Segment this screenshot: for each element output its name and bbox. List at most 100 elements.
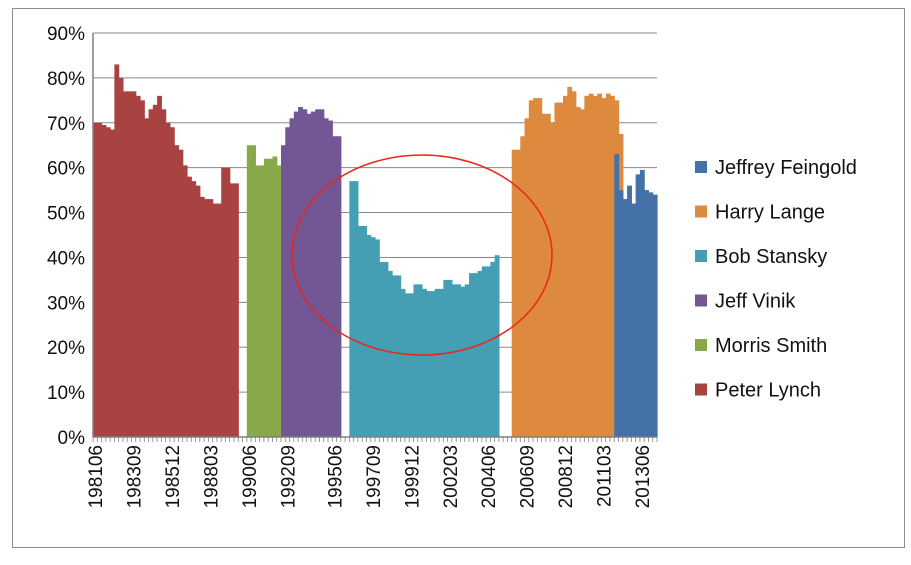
- bar: [148, 109, 154, 438]
- bar: [451, 284, 457, 437]
- bar: [221, 167, 227, 437]
- bar: [272, 156, 278, 437]
- bar: [306, 113, 312, 438]
- y-tick-label: 50%: [47, 204, 85, 225]
- bar: [622, 199, 628, 437]
- bar: [486, 266, 491, 437]
- bar: [434, 288, 440, 437]
- bar: [575, 107, 581, 438]
- bar: [644, 190, 650, 437]
- x-tick-label: 198309: [125, 445, 146, 508]
- bar: [430, 291, 436, 437]
- bar: [268, 158, 274, 437]
- bar: [520, 136, 526, 437]
- x-tick-label: 198106: [86, 445, 107, 508]
- x-tick-label: 200203: [441, 445, 462, 508]
- bar: [182, 165, 188, 437]
- bar: [558, 102, 564, 438]
- bar: [528, 100, 534, 437]
- bar: [404, 293, 410, 437]
- bar: [93, 122, 98, 438]
- bar: [439, 288, 444, 437]
- bar: [541, 113, 547, 438]
- bar: [524, 118, 530, 438]
- bar: [473, 273, 479, 437]
- bar: [187, 176, 192, 437]
- bar: [225, 167, 231, 437]
- bar: [353, 181, 359, 437]
- bar: [336, 136, 342, 437]
- bar: [469, 273, 474, 437]
- bar: [122, 91, 128, 437]
- legend-swatch: [695, 339, 707, 351]
- x-tick-label: 199709: [364, 445, 385, 508]
- bar: [263, 158, 269, 437]
- bar: [255, 165, 261, 437]
- bar: [310, 111, 316, 438]
- bar: [212, 203, 218, 437]
- bar: [251, 145, 256, 437]
- y-tick-label: 20%: [47, 338, 85, 359]
- bar: [443, 279, 449, 437]
- bar: [281, 145, 286, 437]
- bar: [191, 181, 197, 437]
- bar: [298, 107, 303, 438]
- bar: [409, 293, 415, 437]
- bar: [229, 183, 235, 437]
- bar: [383, 261, 389, 437]
- legend-label: Morris Smith: [715, 335, 827, 357]
- bar: [494, 255, 500, 437]
- bar: [447, 279, 453, 437]
- bar: [208, 199, 214, 437]
- x-tick-label: 200609: [518, 445, 539, 508]
- bar: [332, 136, 338, 437]
- bar: [375, 239, 380, 437]
- legend-swatch: [695, 294, 707, 307]
- x-tick-label: 198803: [202, 445, 223, 508]
- bar: [370, 237, 376, 437]
- bar: [580, 109, 585, 438]
- bar: [319, 109, 325, 438]
- legend-label: Jeff Vinik: [715, 291, 796, 313]
- bar: [302, 109, 308, 438]
- y-tick-label: 30%: [47, 293, 85, 314]
- bar: [152, 104, 158, 438]
- bar: [550, 122, 556, 438]
- x-tick-label: 201103: [595, 445, 616, 507]
- legend-label: Harry Lange: [715, 202, 825, 224]
- x-tick-label: 199209: [278, 445, 299, 508]
- bar: [157, 95, 162, 437]
- bar: [161, 109, 167, 438]
- x-tick-label: 199006: [240, 445, 261, 508]
- bar: [464, 284, 470, 437]
- bar: [477, 270, 483, 437]
- bar: [199, 196, 205, 437]
- bar: [323, 118, 329, 438]
- bar: [652, 194, 658, 437]
- bar: [234, 183, 239, 437]
- bar: [366, 235, 372, 437]
- bar: [635, 174, 641, 437]
- bar: [289, 118, 295, 438]
- legend-swatch: [695, 205, 707, 218]
- bar: [174, 145, 180, 437]
- bar: [614, 154, 620, 437]
- y-tick-label: 70%: [47, 114, 85, 135]
- bar: [276, 165, 282, 437]
- bar: [481, 266, 487, 437]
- bar: [588, 93, 594, 437]
- bar: [563, 95, 568, 437]
- bar: [315, 109, 321, 438]
- bar: [567, 86, 573, 437]
- bar: [631, 203, 637, 437]
- y-tick-label: 90%: [47, 24, 85, 45]
- bar: [357, 226, 363, 437]
- bar: [204, 199, 209, 437]
- bar: [285, 127, 291, 438]
- bar: [627, 185, 632, 437]
- bar: [216, 203, 222, 437]
- bar: [328, 120, 333, 438]
- bar: [110, 129, 115, 437]
- x-tick-label: 200406: [479, 445, 500, 508]
- bar: [195, 185, 201, 437]
